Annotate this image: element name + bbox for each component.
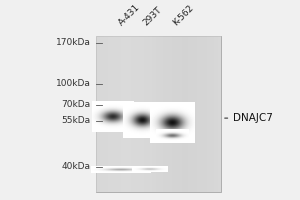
Text: 170kDa: 170kDa bbox=[56, 38, 91, 47]
Text: 40kDa: 40kDa bbox=[61, 162, 91, 171]
Text: K-562: K-562 bbox=[171, 3, 195, 27]
Text: 70kDa: 70kDa bbox=[61, 100, 91, 109]
Text: DNAJC7: DNAJC7 bbox=[225, 113, 273, 123]
Text: 55kDa: 55kDa bbox=[61, 116, 91, 125]
Text: 293T: 293T bbox=[141, 5, 164, 27]
FancyBboxPatch shape bbox=[97, 36, 221, 192]
Text: A-431: A-431 bbox=[117, 2, 142, 27]
Text: 100kDa: 100kDa bbox=[56, 79, 91, 88]
